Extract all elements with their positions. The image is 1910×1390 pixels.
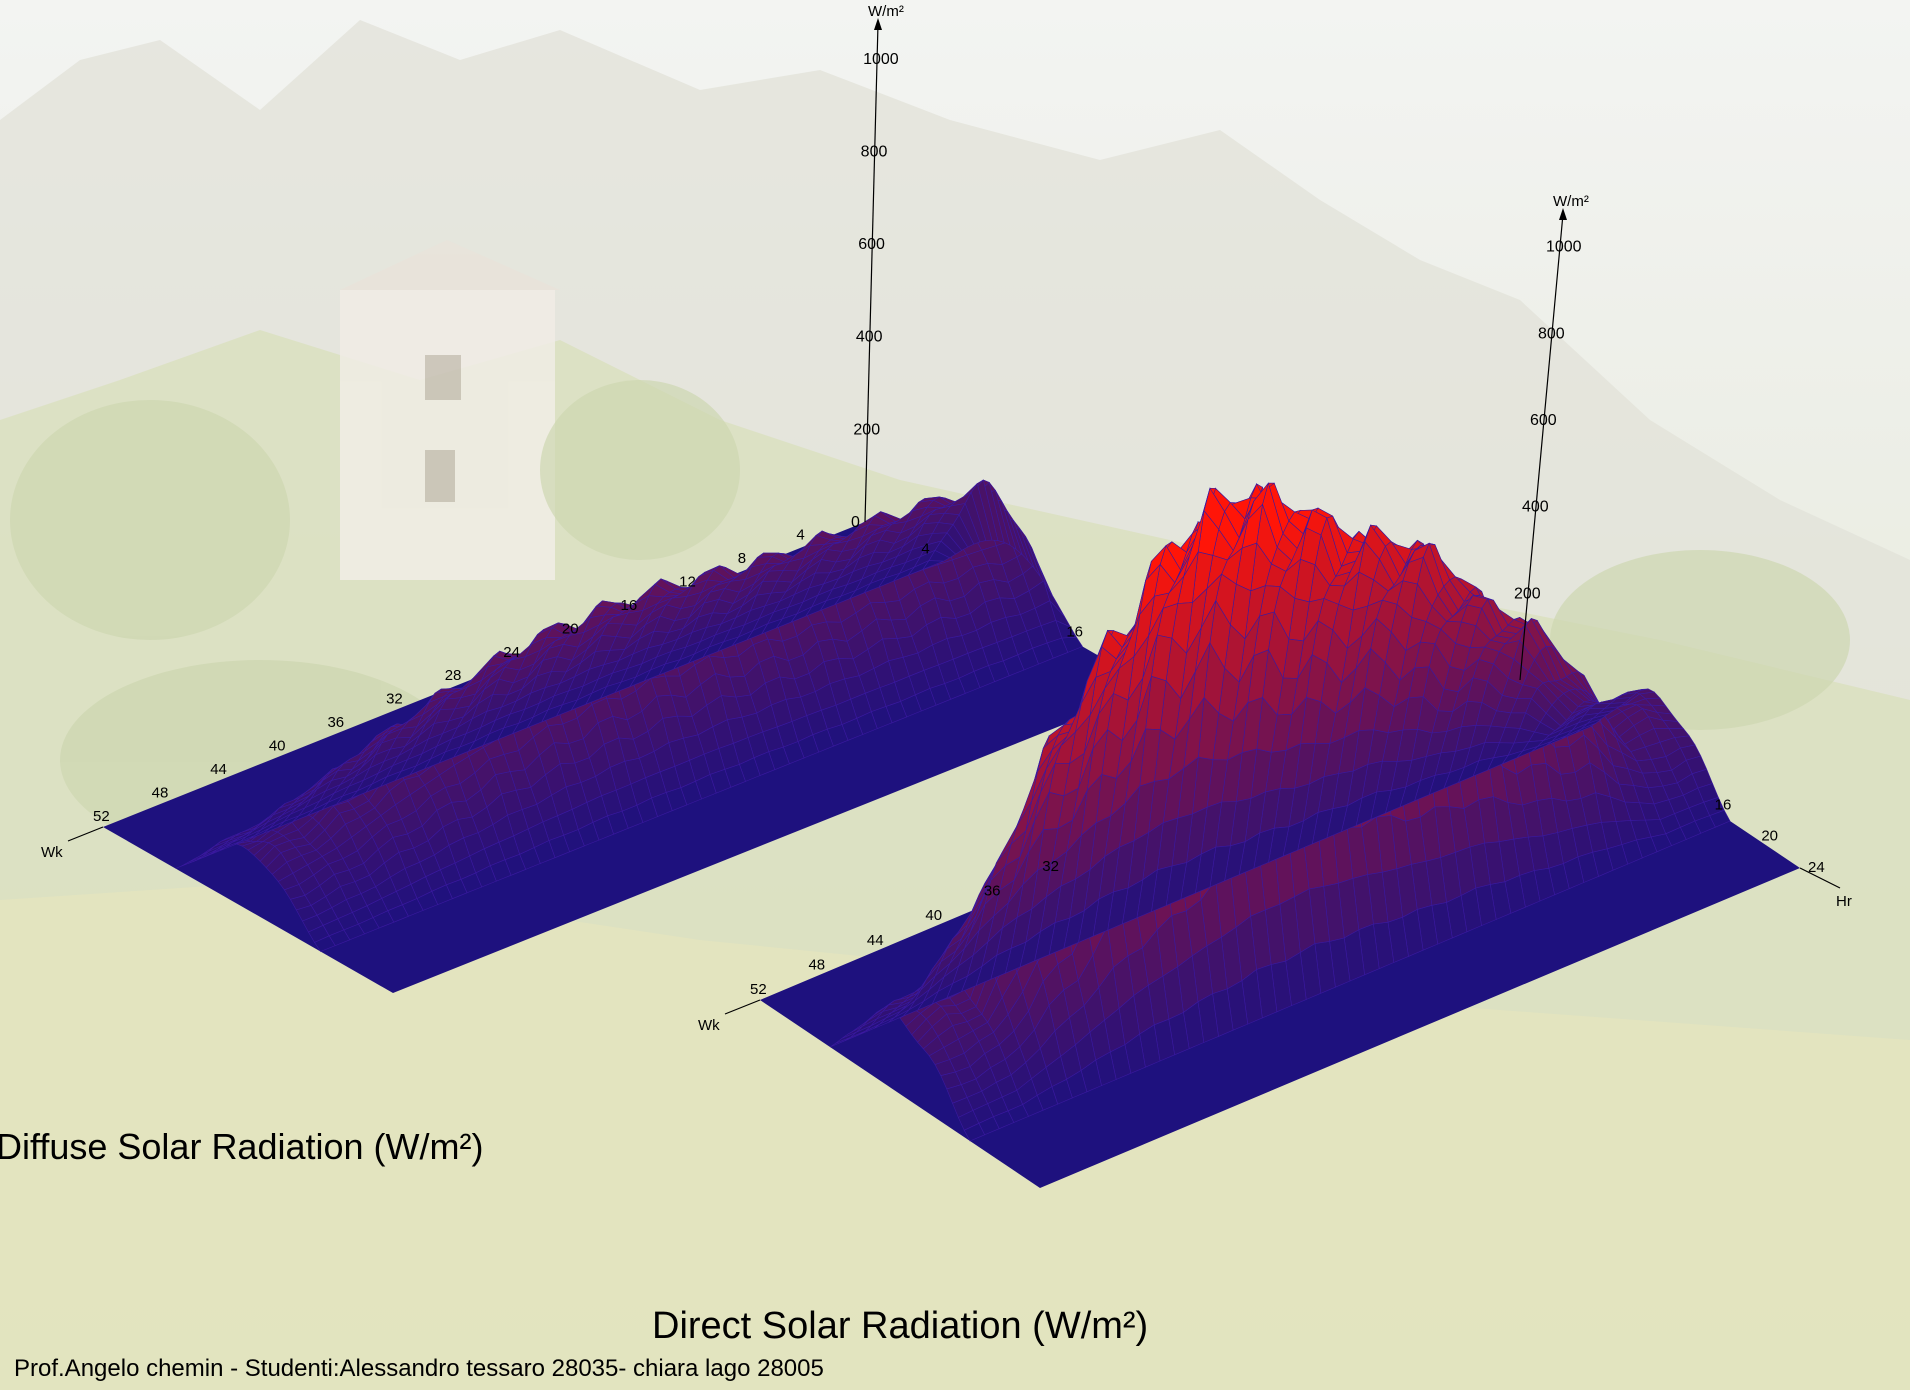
z-tick-label: 400: [856, 329, 883, 346]
chapel-building: [340, 240, 560, 580]
wk-tick-label: 48: [808, 956, 825, 973]
z-axis-unit-label: W/m²: [1553, 193, 1589, 210]
wk-tick-label: 52: [93, 808, 110, 825]
z-axis-arrow: [1559, 208, 1567, 220]
wk-tick-label: 36: [984, 883, 1001, 900]
z-tick-label: 1000: [863, 51, 899, 68]
hr-axis-label: Hr: [1836, 893, 1852, 910]
wk-tick-label: 32: [1042, 858, 1059, 875]
surface-cell: [175, 860, 197, 869]
z-axis-unit-label: W/m²: [868, 3, 904, 20]
z-tick-label: 0: [851, 514, 860, 531]
direct-chart-title: Direct Solar Radiation (W/m²): [652, 1305, 1149, 1347]
credits-line: Prof.Angelo chemin - Studenti:Alessandro…: [14, 1355, 824, 1382]
z-axis-arrow: [874, 18, 882, 30]
wk-tick-label: 8: [738, 550, 746, 567]
wk-tick-label: 4: [796, 526, 804, 543]
wk-axis-line: [724, 999, 761, 1015]
wk-tick-label: 40: [925, 907, 942, 924]
surface-cell: [829, 1037, 851, 1048]
z-tick-label: 1000: [1546, 239, 1582, 256]
hr-tick-label: 20: [1761, 828, 1778, 845]
wk-tick-label: 16: [621, 597, 638, 614]
hr-tick-label: 4: [921, 541, 929, 558]
wk-axis-label: Wk: [698, 1017, 720, 1034]
hr-tick-label: 24: [1808, 859, 1825, 876]
wk-tick-label: 44: [867, 932, 884, 949]
wk-tick-label: 12: [679, 573, 696, 590]
hr-tick-label: 16: [1066, 624, 1083, 641]
z-tick-label: 800: [861, 143, 888, 160]
z-tick-label: 600: [858, 236, 885, 253]
wk-tick-label: 24: [503, 644, 520, 661]
wk-tick-label: 32: [386, 691, 403, 708]
z-tick-label: 600: [1530, 412, 1557, 429]
wk-tick-label: 52: [750, 981, 767, 998]
z-axis-line: [1519, 213, 1564, 681]
wk-tick-label: 28: [445, 667, 462, 684]
z-tick-label: 400: [1522, 499, 1549, 516]
wk-tick-label: 44: [210, 761, 227, 778]
wk-tick-label: 20: [562, 620, 579, 637]
z-tick-label: 800: [1538, 325, 1565, 342]
z-tick-label: 200: [853, 421, 880, 438]
diffuse-surface-chart: W/m²020040060080010005248444036322824201…: [41, 3, 1207, 993]
z-tick-label: 200: [1514, 585, 1541, 602]
z-axis-line: [864, 23, 879, 523]
direct-surface-chart: W/m²2004006008001000524844403632Wk162024…: [698, 193, 1852, 1188]
hr-axis-line: [1799, 867, 1841, 889]
diffuse-chart-title: Diffuse Solar Radiation (W/m²): [0, 1126, 484, 1167]
wk-tick-label: 40: [269, 738, 286, 755]
wk-axis-label: Wk: [41, 844, 63, 861]
wk-axis-line: [67, 826, 104, 842]
wk-tick-label: 48: [152, 785, 169, 802]
hr-tick-label: 16: [1715, 796, 1732, 813]
wk-tick-label: 36: [327, 714, 344, 731]
